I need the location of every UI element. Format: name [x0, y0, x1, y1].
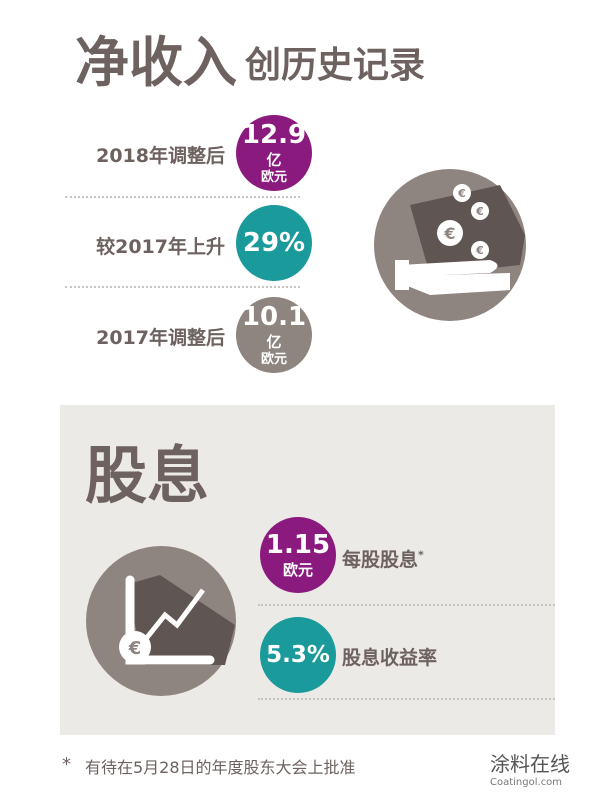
- stat-currency: 欧元: [260, 352, 287, 367]
- dividend-circle: 1.15 欧元: [260, 517, 336, 593]
- stat-value: 10.1: [241, 302, 307, 332]
- dividend-value: 1.15: [265, 529, 331, 560]
- stat-circle: 10.1亿 欧元: [236, 297, 312, 373]
- stat-value: 29%: [242, 228, 306, 258]
- watermark: 涂料在线 Coatingol.com: [490, 748, 590, 788]
- stat-currency: 欧元: [260, 170, 287, 185]
- stat-circle: 29%: [236, 205, 312, 281]
- stat-circle: 12.9亿 欧元: [236, 115, 312, 191]
- watermark-url: Coatingol.com: [490, 777, 563, 788]
- svg-text:€: €: [475, 244, 484, 257]
- dividend-value: 5.3%: [266, 642, 330, 668]
- subtitle: 创历史记录: [245, 45, 426, 86]
- divider: [65, 286, 300, 288]
- footnote-mark: *: [62, 754, 71, 775]
- dividend-label: 股息收益率: [342, 647, 438, 669]
- stat-label: 2018年调整后: [96, 145, 225, 167]
- svg-text:€: €: [128, 638, 142, 659]
- footnote-mark: *: [418, 548, 424, 562]
- svg-text:€: €: [475, 205, 484, 218]
- dividend-circle: 5.3%: [260, 617, 336, 693]
- chart-icon: €: [86, 546, 236, 696]
- divider: [258, 698, 555, 700]
- stat-unit: 亿: [266, 151, 282, 169]
- footnote: 有待在5月28日的年度股东大会上批准: [85, 758, 356, 777]
- money-icon: € € € €: [374, 169, 526, 321]
- svg-text:€: €: [443, 224, 455, 243]
- watermark-name: 涂料在线: [490, 752, 570, 776]
- stat-label: 2017年调整后: [96, 327, 225, 349]
- title: 净收入: [75, 31, 237, 94]
- divider: [258, 604, 555, 606]
- dividend-label: 每股股息: [342, 549, 419, 571]
- divider: [65, 196, 300, 198]
- stat-value: 12.9: [241, 120, 307, 150]
- dividend-title: 股息: [85, 439, 210, 512]
- svg-text:€: €: [457, 187, 466, 200]
- stat-label: 较2017年上升: [96, 236, 225, 258]
- stat-unit: 亿: [266, 333, 282, 351]
- dividend-currency: 欧元: [282, 560, 313, 579]
